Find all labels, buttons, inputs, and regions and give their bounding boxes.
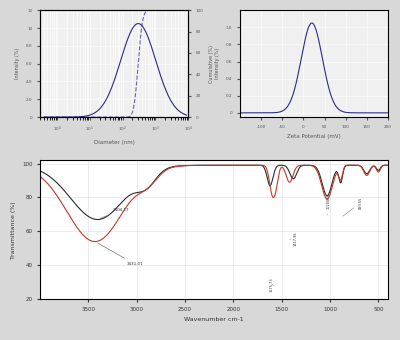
Chitosan nanoconjugated sGnRH-a (ChN.sGnRH-a) <box>264 166 269 170</box>
Chitosan nanoconjugated sGnRH-a (ChN.sGnRH-a) <box>246 163 251 167</box>
Bare Chitosan nanoparticles (ChNP); <box>171 165 176 169</box>
Line: Chitosan nanoconjugated sGnRH-a (ChN.sGnRH-a): Chitosan nanoconjugated sGnRH-a (ChN.sGn… <box>40 165 388 241</box>
Text: 893.55: 893.55 <box>343 196 363 216</box>
Bare Chitosan nanoparticles (ChNP); <box>95 218 100 222</box>
X-axis label: Diameter (nm): Diameter (nm) <box>94 140 134 144</box>
Text: 1020066: 1020066 <box>327 193 331 215</box>
Chitosan nanoconjugated sGnRH-a (ChN.sGnRH-a) <box>101 236 106 240</box>
Bare Chitosan nanoparticles (ChNP); <box>246 163 251 167</box>
Y-axis label: Intensity (%): Intensity (%) <box>15 48 20 79</box>
Bare Chitosan nanoparticles (ChNP); <box>297 165 302 169</box>
Bare Chitosan nanoparticles (ChNP); <box>38 169 42 173</box>
Bare Chitosan nanoparticles (ChNP); <box>386 163 390 167</box>
X-axis label: Wavenumber cm-1: Wavenumber cm-1 <box>184 318 244 322</box>
Chitosan nanoconjugated sGnRH-a (ChN.sGnRH-a) <box>386 163 390 167</box>
Text: 3431.01: 3431.01 <box>98 243 144 266</box>
Y-axis label: Transmittance (%): Transmittance (%) <box>11 201 16 258</box>
Chitosan nanoconjugated sGnRH-a (ChN.sGnRH-a) <box>38 174 42 179</box>
Y-axis label: Cumulative (%): Cumulative (%) <box>209 45 214 83</box>
X-axis label: Zeta Potential (mV): Zeta Potential (mV) <box>287 134 341 139</box>
Text: 1417.96: 1417.96 <box>290 231 297 246</box>
Y-axis label: Intensity (%): Intensity (%) <box>215 48 220 79</box>
Chitosan nanoconjugated sGnRH-a (ChN.sGnRH-a) <box>254 163 258 167</box>
Bare Chitosan nanoparticles (ChNP); <box>324 193 329 197</box>
Text: 1575.73: 1575.73 <box>270 277 274 292</box>
Chitosan nanoconjugated sGnRH-a (ChN.sGnRH-a) <box>171 165 176 169</box>
Bare Chitosan nanoparticles (ChNP); <box>264 173 269 177</box>
Text: 3404.17: 3404.17 <box>100 208 129 219</box>
Chitosan nanoconjugated sGnRH-a (ChN.sGnRH-a) <box>324 197 329 201</box>
Bare Chitosan nanoparticles (ChNP); <box>101 216 106 220</box>
Line: Bare Chitosan nanoparticles (ChNP);: Bare Chitosan nanoparticles (ChNP); <box>40 165 388 220</box>
Chitosan nanoconjugated sGnRH-a (ChN.sGnRH-a) <box>92 239 97 243</box>
Chitosan nanoconjugated sGnRH-a (ChN.sGnRH-a) <box>297 164 302 168</box>
Bare Chitosan nanoparticles (ChNP); <box>250 163 255 167</box>
